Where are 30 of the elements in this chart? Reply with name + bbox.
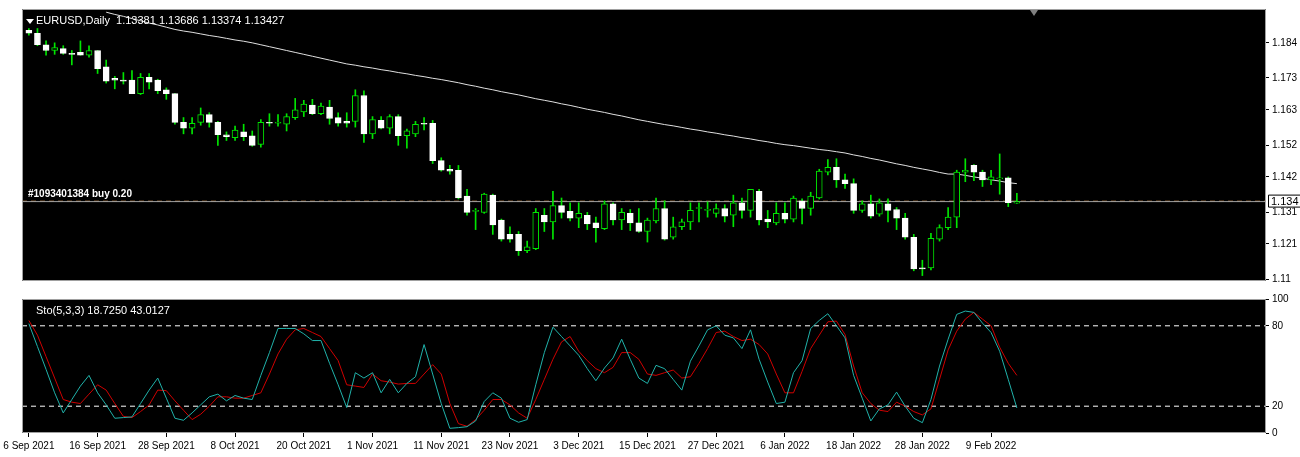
x-tick-label: 3 Dec 2021 — [553, 439, 605, 451]
y-tick-label: 80 — [1272, 319, 1284, 331]
y-tick-label: 1.121 — [1272, 237, 1298, 249]
y-tick-label: 1.184 — [1272, 36, 1298, 48]
x-tick-label: 8 Oct 2021 — [210, 439, 260, 451]
y-tick-label: 1.152 — [1272, 138, 1298, 150]
x-tick-label: 28 Jan 2022 — [894, 439, 951, 451]
chart-title: Sto(5,3,3) 18.7250 43.0127 — [36, 304, 170, 317]
y-tick-label: 1.11 — [1272, 272, 1292, 284]
y-tick-label: 1.142 — [1272, 170, 1298, 182]
x-tick-label: 20 Oct 2021 — [276, 439, 332, 451]
x-tick-label: 6 Sep 2021 — [3, 439, 55, 451]
ref-line-label: 1.134 — [1271, 194, 1299, 207]
x-tick-label: 11 Nov 2021 — [413, 439, 470, 451]
x-tick-label: 23 Nov 2021 — [481, 439, 539, 451]
ref-line-label: #1093401384 buy 0.20 — [28, 187, 133, 199]
x-tick-label: 18 Jan 2022 — [826, 439, 882, 451]
y-tick-label: 1.131 — [1272, 205, 1298, 217]
x-tick-label: 9 Feb 2022 — [965, 439, 1017, 451]
y-tick-label: 1.173 — [1272, 71, 1298, 83]
x-tick-label: 27 Dec 2021 — [687, 439, 745, 451]
x-tick-label: 6 Jan 2022 — [760, 439, 811, 451]
x-tick-label: 28 Sep 2021 — [137, 439, 196, 451]
x-tick-label: 15 Dec 2021 — [619, 439, 677, 451]
y-tick-label: 100 — [1272, 292, 1290, 304]
x-tick-label: 1 Nov 2021 — [346, 439, 399, 451]
y-tick-label: 0 — [1272, 426, 1278, 438]
x-tick-label: 16 Sep 2021 — [69, 439, 127, 451]
y-tick-label: 20 — [1272, 399, 1284, 411]
y-tick-label: 1.163 — [1272, 103, 1298, 115]
